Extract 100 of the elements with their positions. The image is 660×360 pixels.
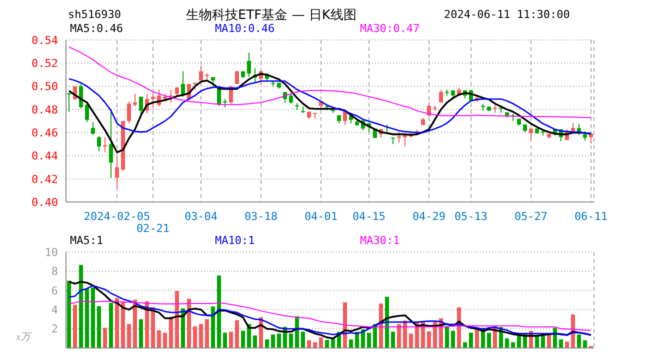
text: MA5:1 — [70, 234, 104, 247]
bar — [547, 334, 551, 348]
candlestick — [151, 92, 155, 109]
bar — [505, 338, 509, 348]
candlestick — [289, 92, 293, 104]
y-tick-label: 0.42 — [32, 172, 58, 186]
y-tick-label: 6 — [51, 284, 58, 298]
bar — [223, 332, 227, 348]
bar — [577, 334, 581, 348]
bar — [73, 304, 77, 348]
bar — [79, 264, 83, 348]
bar — [367, 332, 371, 348]
x-tick-label: 05-27 — [514, 210, 548, 223]
bar — [463, 342, 467, 348]
bar — [379, 304, 383, 348]
y-tick-label: 0.50 — [32, 80, 58, 94]
y-axis-title: x万 — [15, 332, 32, 343]
line-series — [68, 300, 592, 331]
candlestick — [91, 122, 95, 136]
bar — [253, 336, 257, 348]
bar — [427, 331, 431, 348]
bar — [583, 340, 587, 348]
y-tick-label: 10 — [44, 246, 58, 259]
x-tick-label: 05-13 — [454, 210, 488, 223]
bar — [511, 342, 515, 348]
candlestick — [439, 89, 443, 103]
text: MA5:0.46 — [70, 22, 123, 35]
bar — [109, 302, 113, 348]
bar — [67, 280, 71, 348]
bar — [187, 298, 191, 348]
candlestick — [397, 132, 401, 144]
bar — [445, 326, 449, 348]
bar — [151, 307, 155, 348]
bar — [217, 276, 221, 348]
bar — [103, 328, 107, 348]
candlestick — [529, 128, 533, 142]
text: MA30:1 — [360, 234, 400, 247]
bar — [469, 332, 473, 348]
bar — [85, 288, 89, 348]
candlestick — [199, 66, 203, 81]
bar — [115, 298, 119, 348]
candlestick — [127, 100, 131, 124]
x-tick-label: 02-21 — [136, 222, 170, 235]
y-tick-label: 0.52 — [32, 57, 58, 70]
bar — [145, 301, 149, 348]
bar — [349, 339, 353, 348]
bar — [385, 296, 389, 348]
candlestick — [481, 103, 485, 112]
bar — [133, 300, 137, 348]
line-series — [68, 46, 592, 118]
bar — [211, 306, 215, 348]
bar — [229, 332, 233, 348]
bar — [535, 336, 539, 348]
bar — [193, 326, 197, 348]
candlestick — [97, 136, 101, 152]
y-tick-label: 0.44 — [32, 150, 58, 163]
bar — [169, 316, 173, 348]
bar — [451, 330, 455, 348]
text: MA10:1 — [215, 234, 255, 247]
bar — [241, 330, 245, 348]
candlestick — [211, 76, 215, 87]
candlestick — [427, 102, 431, 117]
bar — [487, 332, 491, 348]
x-tick-label: 03-04 — [184, 210, 218, 223]
text: MA30:0.47 — [360, 22, 420, 35]
bar — [235, 320, 239, 348]
candlestick — [247, 52, 251, 78]
bar — [319, 337, 323, 348]
bar — [127, 324, 131, 348]
x-tick-label: 2024-02-05 — [84, 210, 150, 223]
x-tick-label: 03-18 — [244, 210, 278, 223]
bar — [277, 334, 281, 348]
text: MA10:0.46 — [215, 22, 275, 35]
y-tick-label: 0.54 — [32, 34, 58, 47]
bar — [163, 332, 167, 348]
candlestick — [583, 130, 587, 142]
bar — [409, 334, 413, 348]
bar — [391, 332, 395, 348]
y-tick-label: 0.48 — [32, 103, 58, 116]
bar — [301, 332, 305, 348]
bar — [97, 306, 101, 348]
candlestick — [115, 156, 119, 189]
bar — [175, 290, 179, 348]
x-tick-label: 06-11 — [574, 210, 608, 223]
bar — [307, 340, 311, 348]
candlestick — [109, 110, 113, 178]
y-tick-label: 8 — [51, 265, 58, 278]
bar — [199, 324, 203, 348]
bar — [397, 324, 401, 348]
bar — [565, 342, 569, 348]
bar — [157, 330, 161, 348]
bar — [205, 319, 209, 348]
bar — [271, 334, 275, 348]
text: sh516930 — [68, 8, 121, 21]
x-tick-label: 04-29 — [412, 210, 446, 223]
y-tick-label: 2 — [51, 322, 58, 336]
bar — [139, 319, 143, 348]
candlestick — [133, 93, 137, 108]
x-tick-label: 04-01 — [304, 210, 338, 223]
bar — [475, 329, 479, 348]
